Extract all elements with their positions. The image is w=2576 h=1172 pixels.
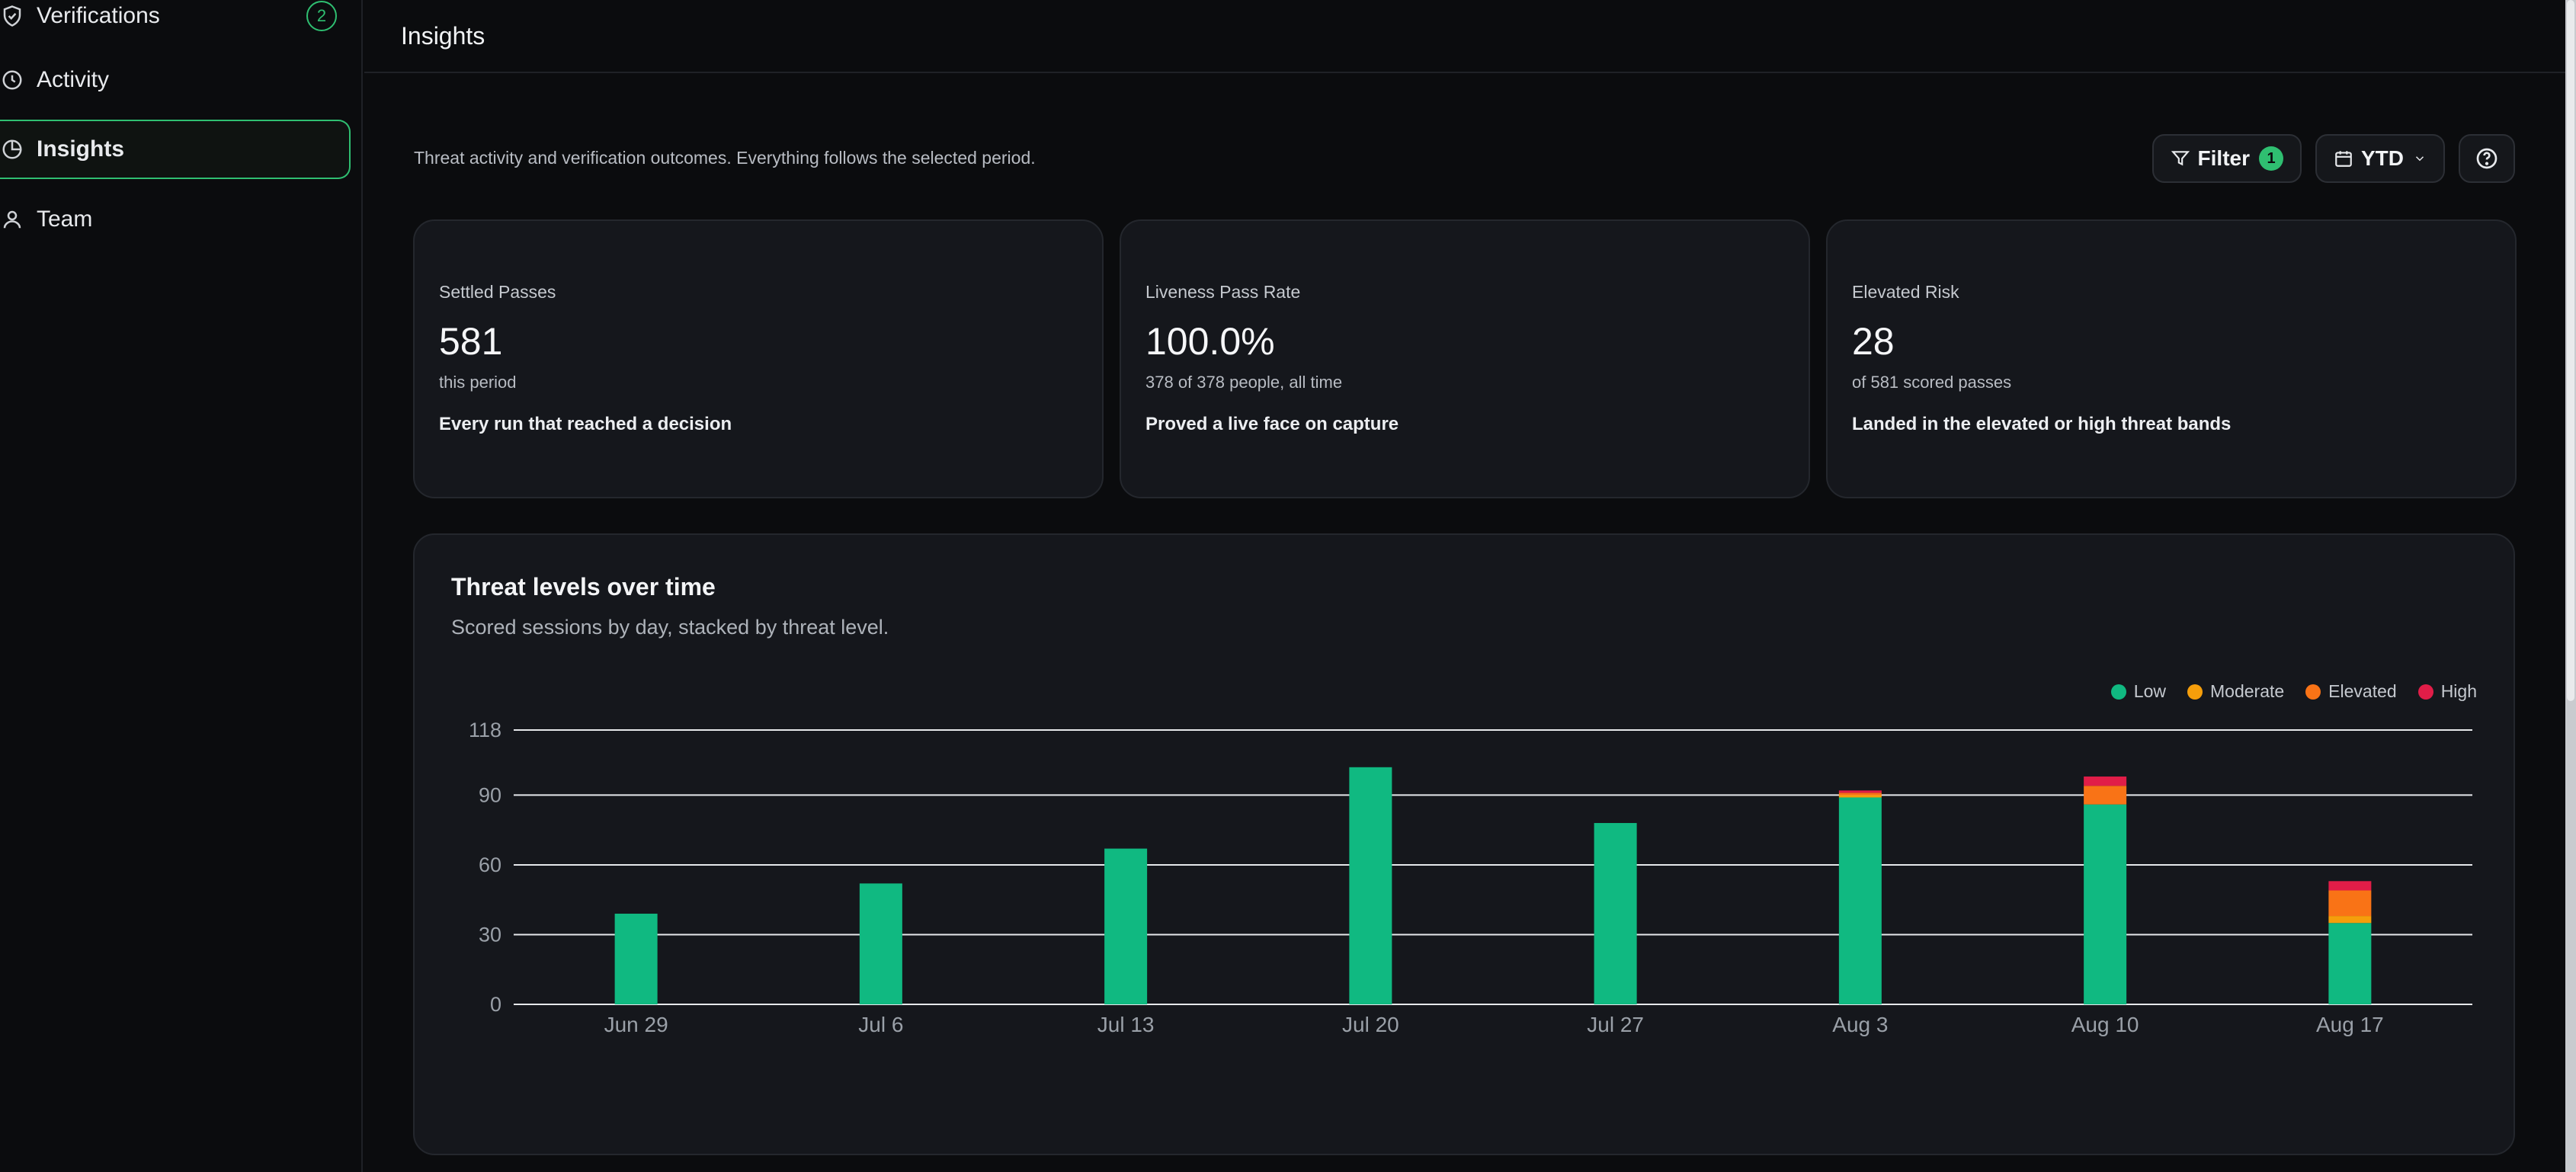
y-tick-label: 0 bbox=[490, 993, 501, 1016]
scrollbar[interactable] bbox=[2565, 0, 2576, 1172]
bar-segment-elevated bbox=[2328, 890, 2372, 917]
legend-label: High bbox=[2440, 681, 2477, 701]
bar-segment-low bbox=[2328, 923, 2372, 1004]
stat-value: 28 bbox=[1852, 320, 1895, 363]
bar-segment-low bbox=[859, 883, 902, 1004]
filter-icon bbox=[2171, 151, 2190, 166]
bar-segment-moderate bbox=[1838, 795, 1882, 798]
page-header: Insights bbox=[364, 0, 2565, 73]
sidebar: Verifications 2 Activity Insights Team bbox=[0, 0, 363, 1172]
stat-caption: of 581 scored passes bbox=[1852, 373, 2012, 392]
bar-segment-low bbox=[1349, 767, 1392, 1004]
filter-label: Filter bbox=[2197, 146, 2250, 170]
clock-icon bbox=[0, 68, 24, 92]
x-tick-label: Aug 3 bbox=[1832, 1013, 1888, 1036]
bar-segment-moderate bbox=[2328, 916, 2372, 924]
stat-description: Proved a live face on capture bbox=[1145, 414, 1399, 434]
legend-label: Low bbox=[2133, 681, 2166, 701]
chart-legend: Low Moderate Elevated High bbox=[2110, 681, 2477, 702]
page-title: Insights bbox=[401, 21, 485, 50]
help-button[interactable] bbox=[2459, 134, 2515, 183]
sidebar-item-label: Activity bbox=[37, 67, 110, 92]
legend-label: Moderate bbox=[2210, 681, 2285, 701]
sidebar-item-verifications[interactable]: Verifications 2 bbox=[0, 0, 351, 46]
sidebar-item-activity[interactable]: Activity bbox=[0, 50, 351, 110]
x-tick-label: Jul 6 bbox=[858, 1013, 903, 1036]
stat-card-settled-passes: Settled Passes 581 this period Every run… bbox=[413, 219, 1104, 498]
chart-subtitle: Scored sessions by day, stacked by threa… bbox=[451, 616, 889, 639]
stat-caption: this period bbox=[439, 373, 517, 392]
x-tick-label: Aug 17 bbox=[2316, 1013, 2384, 1036]
user-icon bbox=[0, 207, 24, 232]
stat-value: 581 bbox=[439, 320, 503, 363]
period-select[interactable]: YTD bbox=[2315, 134, 2445, 183]
bar-segment-elevated bbox=[1838, 793, 1882, 796]
stat-card-elevated-risk: Elevated Risk 28 of 581 scored passes La… bbox=[1826, 219, 2517, 498]
sidebar-item-label: Verifications bbox=[37, 3, 160, 28]
bar-segment-low bbox=[614, 914, 658, 1004]
help-circle-icon bbox=[2476, 148, 2498, 169]
threat-levels-chart: 0 30 60 90 118 Jun 29 Jul 6 Jul 13 Jul 20 Jul 27 A… bbox=[469, 719, 2472, 1036]
y-tick-label: 118 bbox=[469, 719, 501, 741]
stat-description: Every run that reached a decision bbox=[439, 414, 732, 434]
stat-value: 100.0% bbox=[1145, 320, 1275, 363]
stat-card-liveness-pass-rate: Liveness Pass Rate 100.0% 378 of 378 peo… bbox=[1120, 219, 1810, 498]
sidebar-item-team[interactable]: Team bbox=[0, 190, 351, 249]
legend-swatch bbox=[2417, 684, 2433, 700]
stat-label: Liveness Pass Rate bbox=[1145, 282, 1301, 302]
stat-caption: 378 of 378 people, all time bbox=[1145, 373, 1343, 392]
legend-swatch bbox=[2110, 684, 2126, 700]
filter-button[interactable]: Filter 1 bbox=[2151, 134, 2302, 183]
toolbar: Filter 1 YTD bbox=[2151, 134, 2515, 183]
sidebar-item-label: Insights bbox=[37, 136, 125, 162]
legend-item-elevated: Elevated bbox=[2305, 681, 2397, 702]
shield-check-icon bbox=[0, 4, 24, 28]
page-description: Threat activity and verification outcome… bbox=[414, 148, 1036, 168]
sidebar-item-insights[interactable]: Insights bbox=[0, 120, 351, 179]
stat-label: Elevated Risk bbox=[1852, 282, 1959, 302]
chart-title: Threat levels over time bbox=[451, 573, 716, 600]
bar-segment-low bbox=[1104, 848, 1148, 1004]
period-label: YTD bbox=[2361, 146, 2404, 170]
x-tick-label: Jul 20 bbox=[1342, 1013, 1399, 1036]
x-tick-label: Jul 27 bbox=[1587, 1013, 1644, 1036]
x-tick-label: Jul 13 bbox=[1097, 1013, 1155, 1036]
x-tick-label: Aug 10 bbox=[2071, 1013, 2139, 1036]
chevron-down-icon bbox=[2415, 156, 2424, 162]
verifications-count-badge: 2 bbox=[306, 1, 337, 31]
legend-swatch bbox=[2305, 684, 2321, 700]
sidebar-item-label: Team bbox=[37, 207, 93, 232]
legend-item-high: High bbox=[2417, 681, 2477, 702]
bar-segment-high bbox=[2328, 881, 2372, 891]
threat-levels-chart-panel: Threat levels over time Scored sessions … bbox=[413, 533, 2515, 1155]
bar-segment-high bbox=[2084, 777, 2127, 786]
y-tick-label: 60 bbox=[479, 853, 501, 876]
calendar-icon bbox=[2335, 151, 2352, 167]
bar-segment-low bbox=[2084, 804, 2127, 1004]
x-tick-label: Jun 29 bbox=[604, 1013, 668, 1036]
bar-segment-elevated bbox=[2084, 786, 2127, 805]
stat-description: Landed in the elevated or high threat ba… bbox=[1852, 414, 2232, 434]
legend-item-low: Low bbox=[2110, 681, 2166, 702]
legend-item-moderate: Moderate bbox=[2187, 681, 2284, 702]
y-tick-label: 90 bbox=[479, 783, 501, 806]
filter-count-badge: 1 bbox=[2259, 146, 2283, 171]
scrollbar-thumb[interactable] bbox=[2567, 0, 2574, 701]
legend-swatch bbox=[2187, 684, 2203, 700]
bar-segment-low bbox=[1838, 797, 1882, 1004]
legend-label: Elevated bbox=[2328, 681, 2397, 701]
y-tick-label: 30 bbox=[479, 923, 501, 946]
bar-segment-high bbox=[1838, 790, 1882, 793]
stat-label: Settled Passes bbox=[439, 282, 556, 302]
bar-segment-low bbox=[1594, 823, 1637, 1004]
pie-chart-icon bbox=[0, 137, 24, 162]
